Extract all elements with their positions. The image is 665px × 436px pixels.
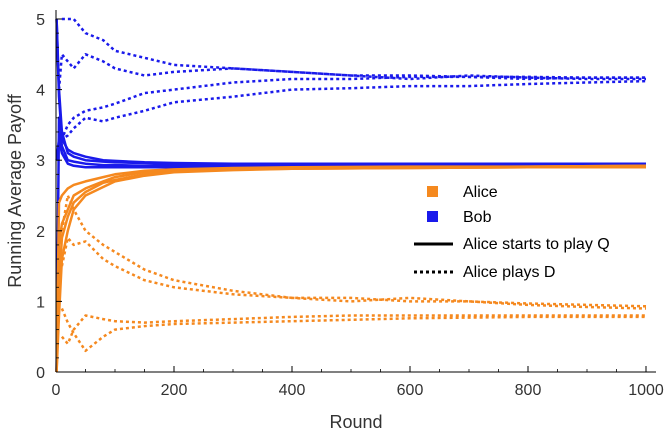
y-axis-label: Running Average Payoff	[5, 93, 25, 287]
series-bob-dotted-10	[57, 75, 646, 141]
legend-bob-swatch	[427, 211, 438, 222]
y-tick-label-1: 1	[36, 294, 45, 311]
axes	[55, 10, 656, 373]
series-bob-dotted-11	[57, 79, 647, 147]
x-tick-label-400: 400	[279, 382, 306, 399]
legend-dotted-label: Alice plays D	[463, 264, 555, 281]
y-tick-label-2: 2	[36, 224, 45, 241]
series-layer	[55, 17, 647, 373]
legend-alice-label: Alice	[463, 184, 498, 201]
series-alice-dotted-13	[60, 236, 647, 310]
x-tick-label-0: 0	[52, 382, 61, 399]
x-tick-label-200: 200	[161, 382, 188, 399]
series-bob-dotted-8	[61, 17, 646, 79]
legend-alice-swatch	[427, 186, 438, 197]
series-bob-solid-0	[55, 18, 646, 166]
legend: Alice Bob Alice starts to play Q Alice p…	[414, 184, 610, 281]
series-alice-dotted-15	[60, 308, 646, 353]
x-tick-label-1000: 1000	[628, 382, 664, 399]
x-tick-label-800: 800	[515, 382, 542, 399]
y-tick-label-4: 4	[36, 83, 45, 100]
series-alice-dotted-14	[60, 314, 646, 346]
ticks: 0 200 400 600 800 1000 0 1 2 3 4 5	[36, 12, 664, 399]
legend-solid-label: Alice starts to play Q	[463, 236, 610, 253]
legend-bob-label: Bob	[463, 209, 492, 226]
y-tick-label-3: 3	[36, 153, 45, 170]
x-axis-label: Round	[329, 412, 382, 432]
series-bob-solid-2	[55, 18, 646, 165]
y-tick-label-5: 5	[36, 12, 45, 29]
x-tick-label-600: 600	[397, 382, 424, 399]
series-bob-dotted-9	[57, 53, 646, 90]
y-tick-label-0: 0	[36, 365, 45, 382]
series-alice-solid-7	[55, 164, 647, 373]
series-alice-solid-6	[55, 166, 646, 373]
